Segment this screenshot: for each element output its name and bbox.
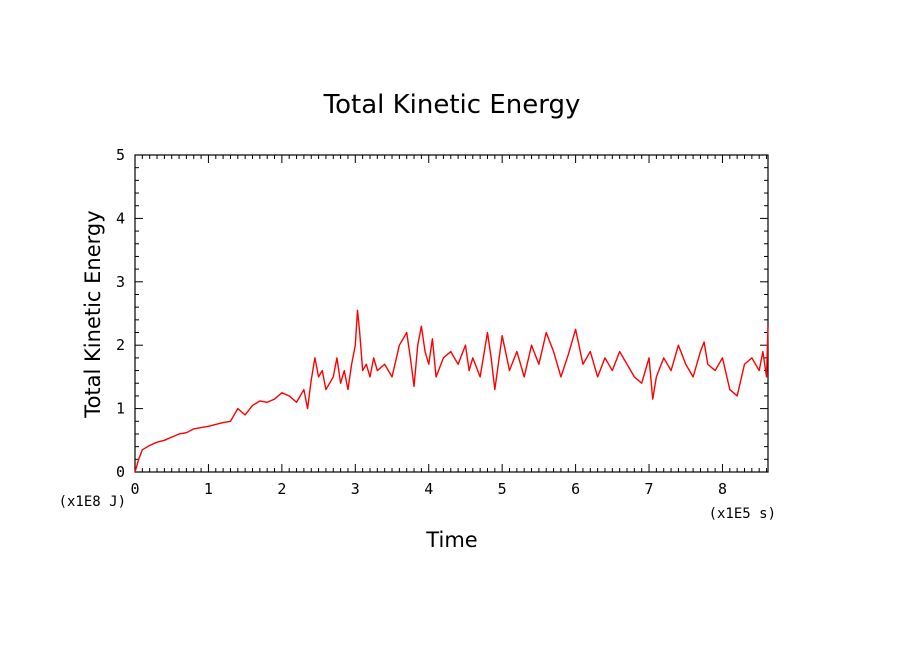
x-tick-label: 3	[351, 480, 360, 498]
axis-ticks: 0 1 2 3 4 5 6 7 8 0 1 2 3 4 5	[116, 146, 768, 498]
y-axis-multiplier: (x1E8 J)	[59, 494, 126, 510]
x-axis-label: Time	[425, 528, 477, 552]
x-tick-label: 2	[277, 480, 286, 498]
x-tick-label: 7	[645, 480, 654, 498]
x-tick-label: 4	[424, 480, 433, 498]
x-tick-label: 8	[718, 480, 727, 498]
y-tick-label: 1	[116, 400, 125, 418]
series-layer	[134, 309, 769, 473]
plot-frame	[134, 154, 769, 473]
series-line-0	[134, 309, 769, 473]
chart-title: Total Kinetic Energy	[323, 90, 581, 120]
y-tick-label: 4	[116, 209, 125, 227]
y-tick-label: 3	[116, 273, 125, 291]
x-axis-multiplier: (x1E5 s)	[709, 506, 776, 522]
x-tick-label: 6	[571, 480, 580, 498]
x-tick-label: 1	[204, 480, 213, 498]
y-tick-label: 5	[116, 146, 125, 164]
x-tick-label: 5	[498, 480, 507, 498]
y-axis-label: Total Kinetic Energy	[81, 210, 105, 418]
x-tick-label: 0	[130, 480, 139, 498]
y-tick-label: 0	[116, 463, 125, 481]
y-tick-label: 2	[116, 336, 125, 354]
